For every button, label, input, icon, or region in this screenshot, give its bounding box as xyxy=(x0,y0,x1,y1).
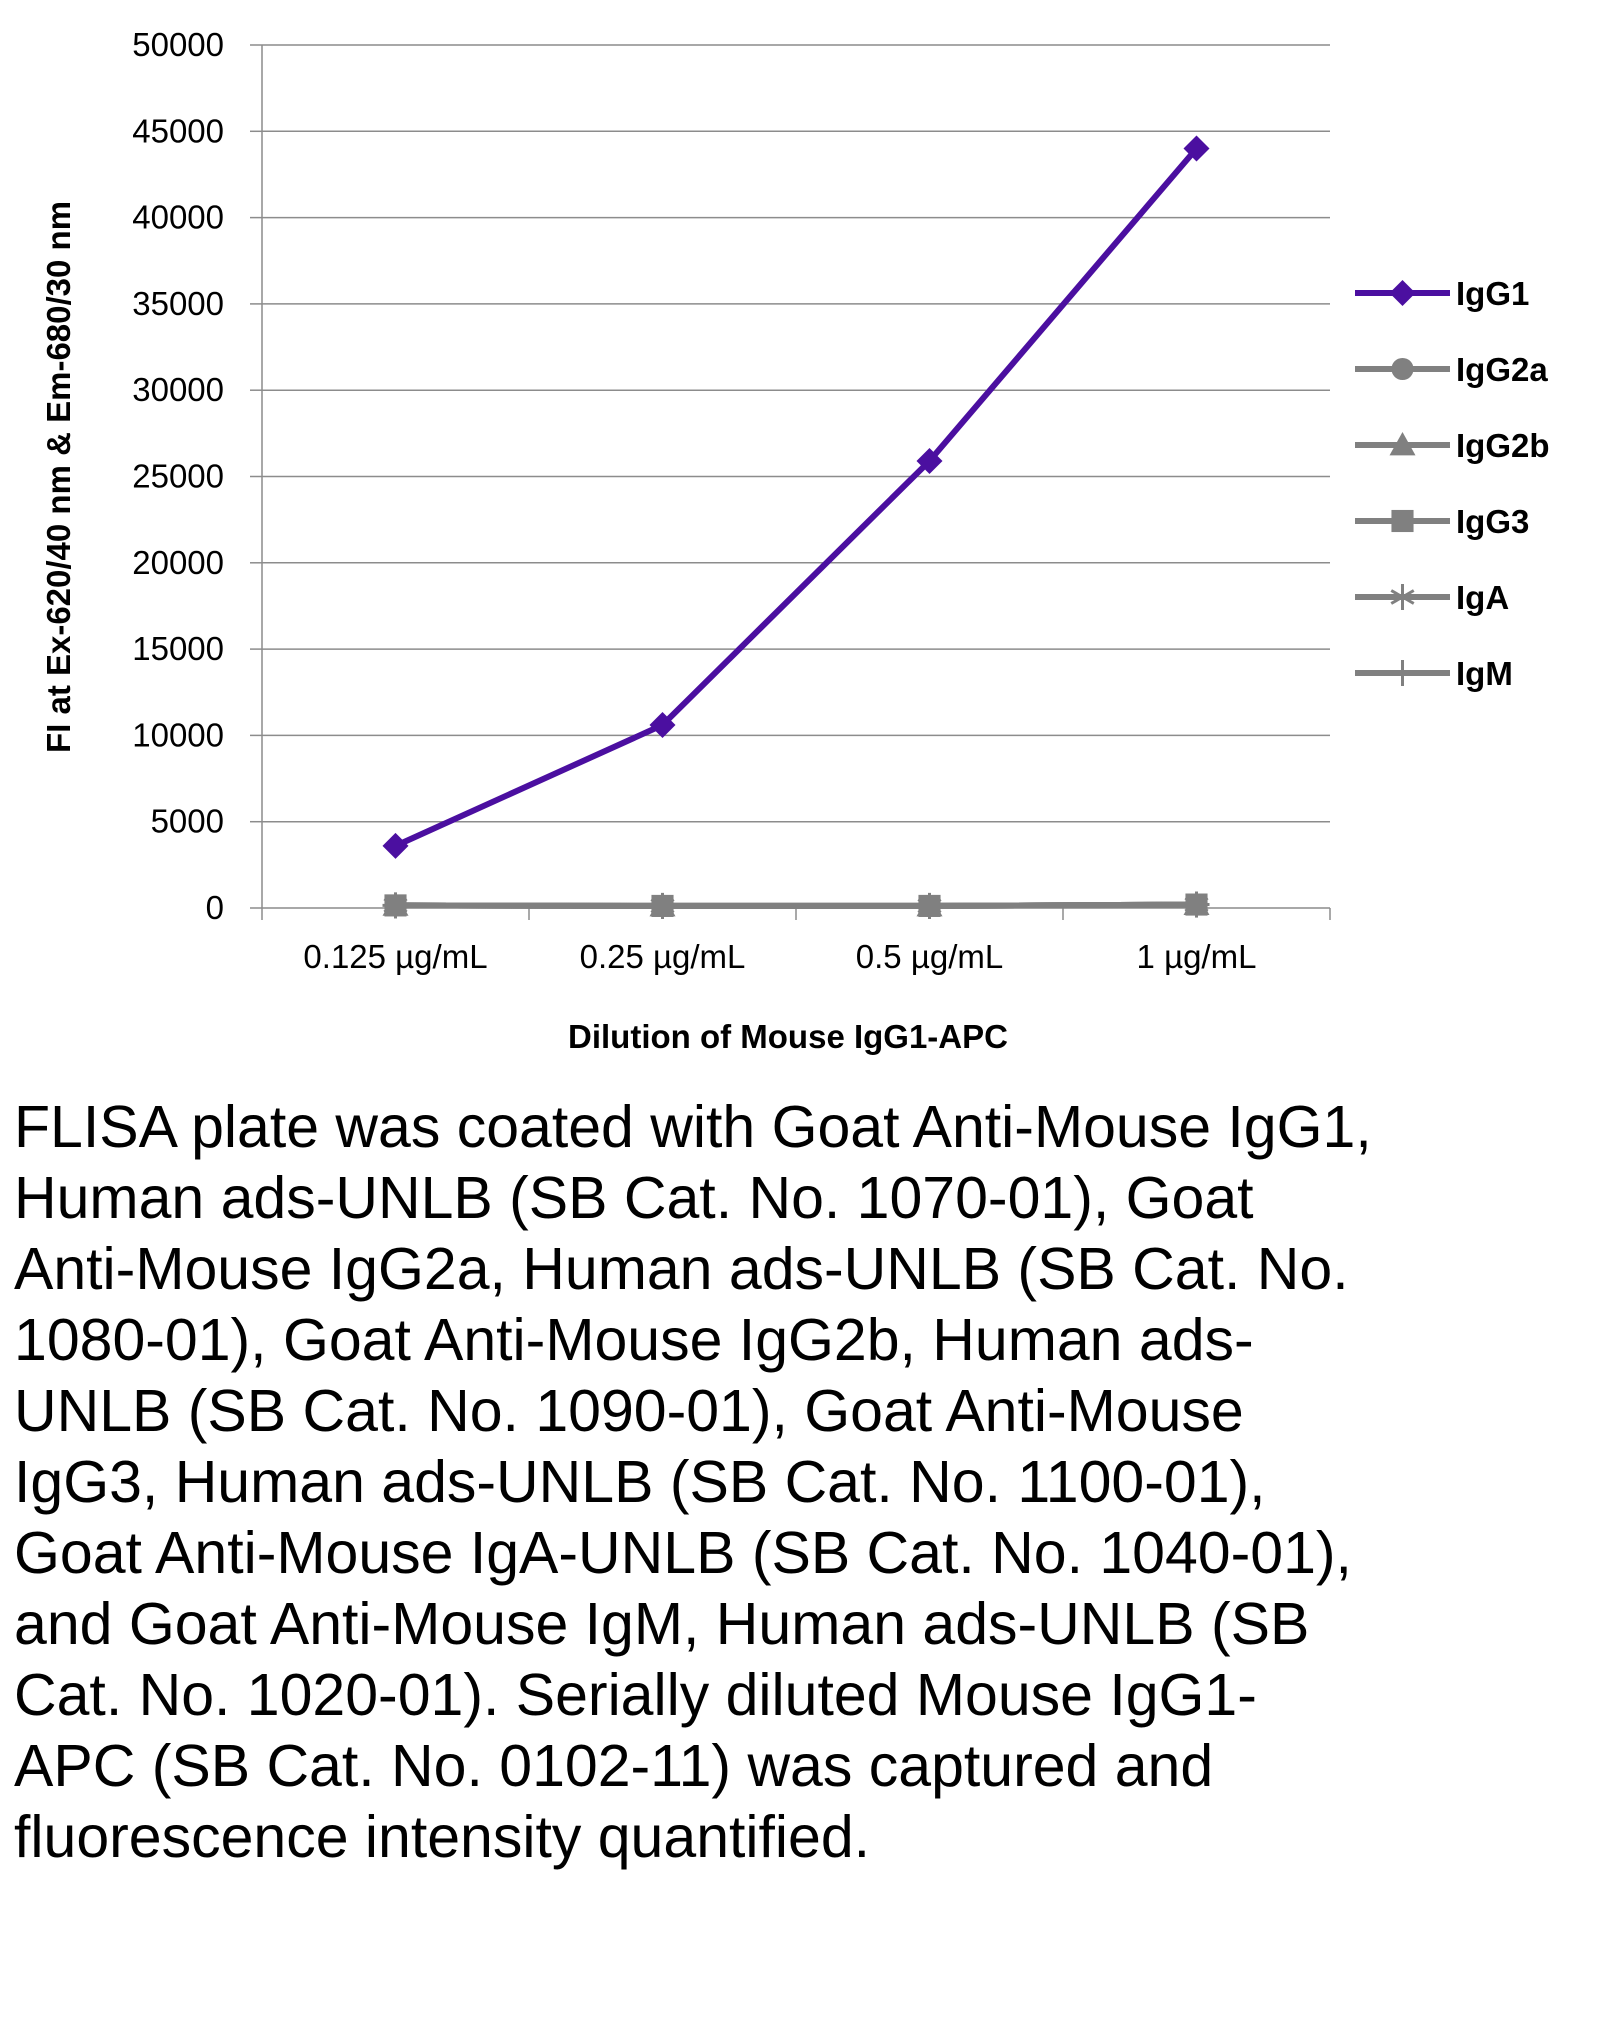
legend-label: IgA xyxy=(1456,579,1509,616)
legend-marker xyxy=(1389,432,1416,456)
legend-item-igg3: IgG3 xyxy=(1355,503,1529,540)
legend-marker xyxy=(1389,660,1416,686)
data-point-igg1 xyxy=(916,447,943,474)
axes xyxy=(250,44,1331,920)
caption-text: FLISA plate was coated with Goat Anti-Mo… xyxy=(14,1094,1372,1870)
legend-marker xyxy=(1390,584,1415,610)
series-igg2a xyxy=(384,893,1208,917)
series-group xyxy=(382,135,1210,919)
data-point-igg1 xyxy=(649,712,676,739)
gridlines xyxy=(262,44,1330,823)
legend-marker xyxy=(1389,280,1416,306)
legend-label: IgG3 xyxy=(1456,503,1529,540)
data-point-igg1 xyxy=(1183,135,1210,162)
y-tick-label: 25000 xyxy=(132,458,224,495)
legend-item-igg2a: IgG2a xyxy=(1355,351,1548,388)
legend-label: IgM xyxy=(1456,655,1513,692)
series-igg1 xyxy=(382,135,1210,859)
legend-item-igg1: IgG1 xyxy=(1355,275,1529,312)
x-tick-labels: 0.125 µg/mL 0.25 µg/mL 0.5 µg/mL 1 µg/mL xyxy=(303,938,1256,975)
x-axis-title: Dilution of Mouse IgG1-APC xyxy=(568,1018,1008,1055)
x-tick-label: 0.5 µg/mL xyxy=(856,938,1003,975)
x-tick-label: 0.25 µg/mL xyxy=(580,938,746,975)
y-tick-label: 45000 xyxy=(132,112,224,149)
x-tick-label: 1 µg/mL xyxy=(1137,938,1257,975)
legend-item-igg2b: IgG2b xyxy=(1355,427,1550,464)
y-tick-labels: 0 5000 10000 15000 20000 25000 30000 35000 40000… xyxy=(132,26,224,926)
y-tick-label: 30000 xyxy=(132,371,224,408)
y-tick-label: 40000 xyxy=(132,199,224,236)
y-tick-label: 20000 xyxy=(132,544,224,581)
marker-stroke xyxy=(1390,589,1415,605)
series-line-igg2a xyxy=(395,901,1197,909)
legend: IgG1 IgG2a IgG2b IgG3 IgA IgM xyxy=(1355,275,1550,692)
data-point-igg2a xyxy=(1185,893,1208,916)
y-tick-label: 50000 xyxy=(132,26,224,63)
legend-label: IgG1 xyxy=(1456,275,1529,312)
data-point-igg2a xyxy=(918,894,941,917)
y-tick-label: 15000 xyxy=(132,630,224,667)
data-point-igg2a xyxy=(384,894,407,917)
legend-item-iga: IgA xyxy=(1355,579,1509,616)
y-tick-label: 10000 xyxy=(132,716,224,753)
y-tick-label: 35000 xyxy=(132,285,224,322)
y-axis-title: FI at Ex-620/40 nm & Em-680/30 nm xyxy=(40,201,77,753)
y-tick-label: 0 xyxy=(206,889,224,926)
chart: 0 5000 10000 15000 20000 25000 30000 35000 40000… xyxy=(40,26,1550,1055)
legend-label: IgG2a xyxy=(1456,351,1548,388)
data-point-igg2a xyxy=(651,894,674,917)
series-line-igg1 xyxy=(394,146,1199,849)
x-tick-label: 0.125 µg/mL xyxy=(303,938,487,975)
legend-marker xyxy=(1391,509,1414,533)
data-point-igg1 xyxy=(382,832,409,859)
legend-label: IgG2b xyxy=(1456,427,1550,464)
y-tick-label: 5000 xyxy=(151,803,224,840)
legend-marker xyxy=(1391,357,1414,381)
legend-item-igm: IgM xyxy=(1355,655,1513,692)
